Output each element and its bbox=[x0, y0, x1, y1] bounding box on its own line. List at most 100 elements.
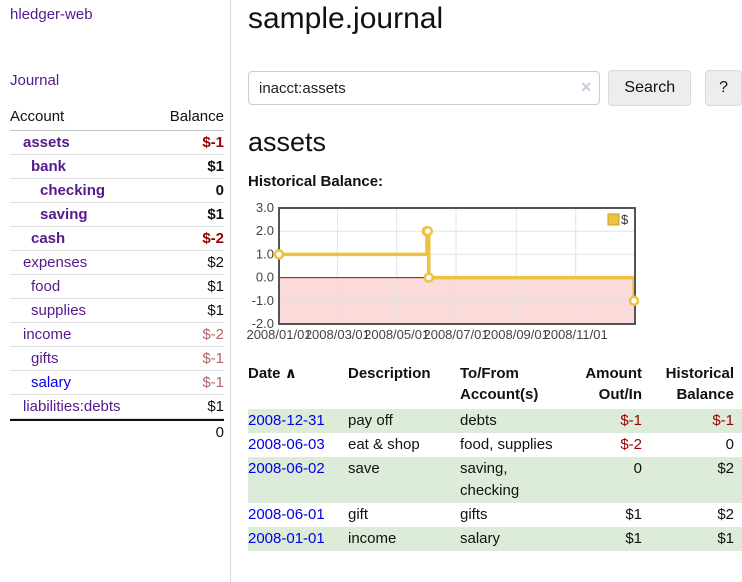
brand-link[interactable]: hledger-web bbox=[10, 6, 93, 23]
register-header-amount: Amount Out/In bbox=[585, 365, 642, 403]
account-row: assets $-1 bbox=[10, 131, 224, 155]
account-row: cash $-2 bbox=[10, 227, 224, 251]
search-box: × bbox=[248, 71, 601, 105]
account-row: supplies $1 bbox=[10, 299, 224, 323]
account-link-cash[interactable]: cash bbox=[31, 230, 66, 247]
account-balance: $-2 bbox=[202, 230, 224, 247]
register-amount: 0 bbox=[633, 460, 642, 477]
account-heading: assets bbox=[248, 127, 327, 157]
account-balance: $-1 bbox=[202, 374, 224, 391]
register-row: 2008-01-01 income salary $1 $1 bbox=[248, 527, 742, 551]
register-amount: $1 bbox=[625, 530, 642, 547]
account-balance: 0 bbox=[215, 182, 224, 199]
register-date-link[interactable]: 2008-06-03 bbox=[248, 436, 325, 453]
account-row: saving $1 bbox=[10, 203, 224, 227]
register-balance: $-1 bbox=[712, 412, 734, 429]
help-button[interactable]: ? bbox=[705, 70, 742, 106]
register-header-date[interactable]: Date ∧ bbox=[248, 362, 348, 409]
account-row: bank $1 bbox=[10, 155, 224, 179]
register-amount: $1 bbox=[625, 506, 642, 523]
register-description: gift bbox=[348, 506, 369, 523]
accounts-panel: Account Balance assets $-1 bank $1 check… bbox=[10, 108, 224, 443]
account-link-assets[interactable]: assets bbox=[23, 134, 70, 151]
svg-text:2008/05/01: 2008/05/01 bbox=[364, 327, 429, 342]
svg-text:2008/01/01: 2008/01/01 bbox=[246, 327, 311, 342]
svg-text:$: $ bbox=[621, 212, 629, 227]
account-link-saving[interactable]: saving bbox=[40, 206, 88, 223]
sidebar: hledger-web Journal Account Balance asse… bbox=[0, 0, 231, 582]
clear-search-icon[interactable]: × bbox=[580, 77, 592, 97]
main-content: sample.journal × Search ? assets Histori… bbox=[246, 0, 742, 551]
historical-balance-chart: 3.0 2.0 1.0 0.0 -1.0 -2.02008/01/012008/03/01… bbox=[246, 200, 640, 342]
register-balance: 0 bbox=[725, 436, 734, 453]
account-row: expenses $2 bbox=[10, 251, 224, 275]
register-description: eat & shop bbox=[348, 436, 420, 453]
account-row: income $-2 bbox=[10, 323, 224, 347]
register-date-link[interactable]: 2008-06-02 bbox=[248, 460, 325, 477]
account-balance: $1 bbox=[207, 206, 224, 223]
account-link-income[interactable]: income bbox=[23, 326, 72, 343]
search-input[interactable] bbox=[248, 71, 601, 105]
accounts-total-value: 0 bbox=[215, 424, 224, 441]
account-balance: $1 bbox=[207, 278, 224, 295]
register-balance: $2 bbox=[717, 506, 734, 523]
account-balance: $-1 bbox=[202, 134, 224, 151]
account-balance: $-1 bbox=[202, 350, 224, 367]
account-link-liabilities-debts[interactable]: liabilities:debts bbox=[23, 398, 121, 415]
sort-ascending-icon: ∧ bbox=[284, 365, 297, 382]
search-form: × Search ? bbox=[248, 70, 742, 106]
register-header-balance: Historical Balance bbox=[665, 365, 734, 403]
account-link-food[interactable]: food bbox=[31, 278, 61, 295]
svg-text:-2.0: -2.0 bbox=[252, 316, 274, 331]
search-button[interactable]: Search bbox=[608, 70, 692, 106]
page-title: sample.journal bbox=[248, 2, 444, 35]
svg-text:3.0: 3.0 bbox=[256, 200, 274, 215]
nav-journal-link[interactable]: Journal bbox=[10, 72, 60, 89]
account-balance: $1 bbox=[207, 158, 224, 175]
register-row: 2008-06-01 gift gifts $1 $2 bbox=[248, 503, 742, 527]
register-amount: $-1 bbox=[620, 412, 642, 429]
register-description: income bbox=[348, 530, 397, 547]
register-accounts: gifts bbox=[460, 506, 488, 523]
register-balance: $1 bbox=[717, 530, 734, 547]
account-link-gifts[interactable]: gifts bbox=[31, 350, 59, 367]
register-date-link[interactable]: 2008-12-31 bbox=[248, 412, 325, 429]
svg-text:2.0: 2.0 bbox=[256, 223, 274, 238]
account-row: gifts $-1 bbox=[10, 347, 224, 371]
register-accounts: saving, checking bbox=[460, 460, 520, 499]
svg-text:2008/03/01: 2008/03/01 bbox=[305, 327, 370, 342]
account-balance: $1 bbox=[207, 398, 224, 415]
svg-text:2008/09/01: 2008/09/01 bbox=[484, 327, 549, 342]
account-link-expenses[interactable]: expenses bbox=[23, 254, 88, 271]
accounts-total-row: 0 bbox=[10, 419, 224, 443]
account-balance: $-2 bbox=[202, 326, 224, 343]
account-row: food $1 bbox=[10, 275, 224, 299]
register-header-date-label: Date bbox=[248, 365, 281, 382]
accounts-table-header: Account Balance bbox=[10, 108, 224, 131]
svg-text:-1.0: -1.0 bbox=[252, 293, 274, 308]
chart-title: Historical Balance: bbox=[248, 173, 384, 190]
account-row: liabilities:debts $1 bbox=[10, 395, 224, 419]
accounts-header-balance: Balance bbox=[169, 108, 224, 125]
register-header-row: Date ∧ Description To/From Account(s) Am… bbox=[248, 362, 742, 409]
register-accounts: food, supplies bbox=[460, 436, 553, 453]
account-balance: $1 bbox=[207, 302, 224, 319]
register-table: Date ∧ Description To/From Account(s) Am… bbox=[248, 362, 742, 551]
register-accounts: salary bbox=[460, 530, 501, 547]
account-link-checking[interactable]: checking bbox=[40, 182, 106, 199]
account-row: checking 0 bbox=[10, 179, 224, 203]
register-header-tofrom: To/From Account(s) bbox=[460, 365, 539, 403]
register-accounts: debts bbox=[460, 412, 497, 429]
svg-text:2008/11/01: 2008/11/01 bbox=[544, 327, 608, 342]
register-row: 2008-12-31 pay off debts $-1 $-1 bbox=[248, 409, 742, 433]
register-row: 2008-06-02 save saving, checking 0 $2 bbox=[248, 457, 742, 503]
register-balance: $2 bbox=[717, 460, 734, 477]
account-link-salary[interactable]: salary bbox=[31, 374, 72, 391]
register-date-link[interactable]: 2008-01-01 bbox=[248, 530, 325, 547]
register-description: pay off bbox=[348, 412, 393, 429]
svg-text:2008/07/01: 2008/07/01 bbox=[423, 327, 488, 342]
register-date-link[interactable]: 2008-06-01 bbox=[248, 506, 325, 523]
account-link-bank[interactable]: bank bbox=[31, 158, 67, 175]
account-link-supplies[interactable]: supplies bbox=[31, 302, 87, 319]
account-balance: $2 bbox=[207, 254, 224, 271]
